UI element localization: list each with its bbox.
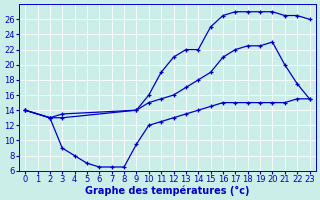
X-axis label: Graphe des températures (°c): Graphe des températures (°c) xyxy=(85,185,250,196)
